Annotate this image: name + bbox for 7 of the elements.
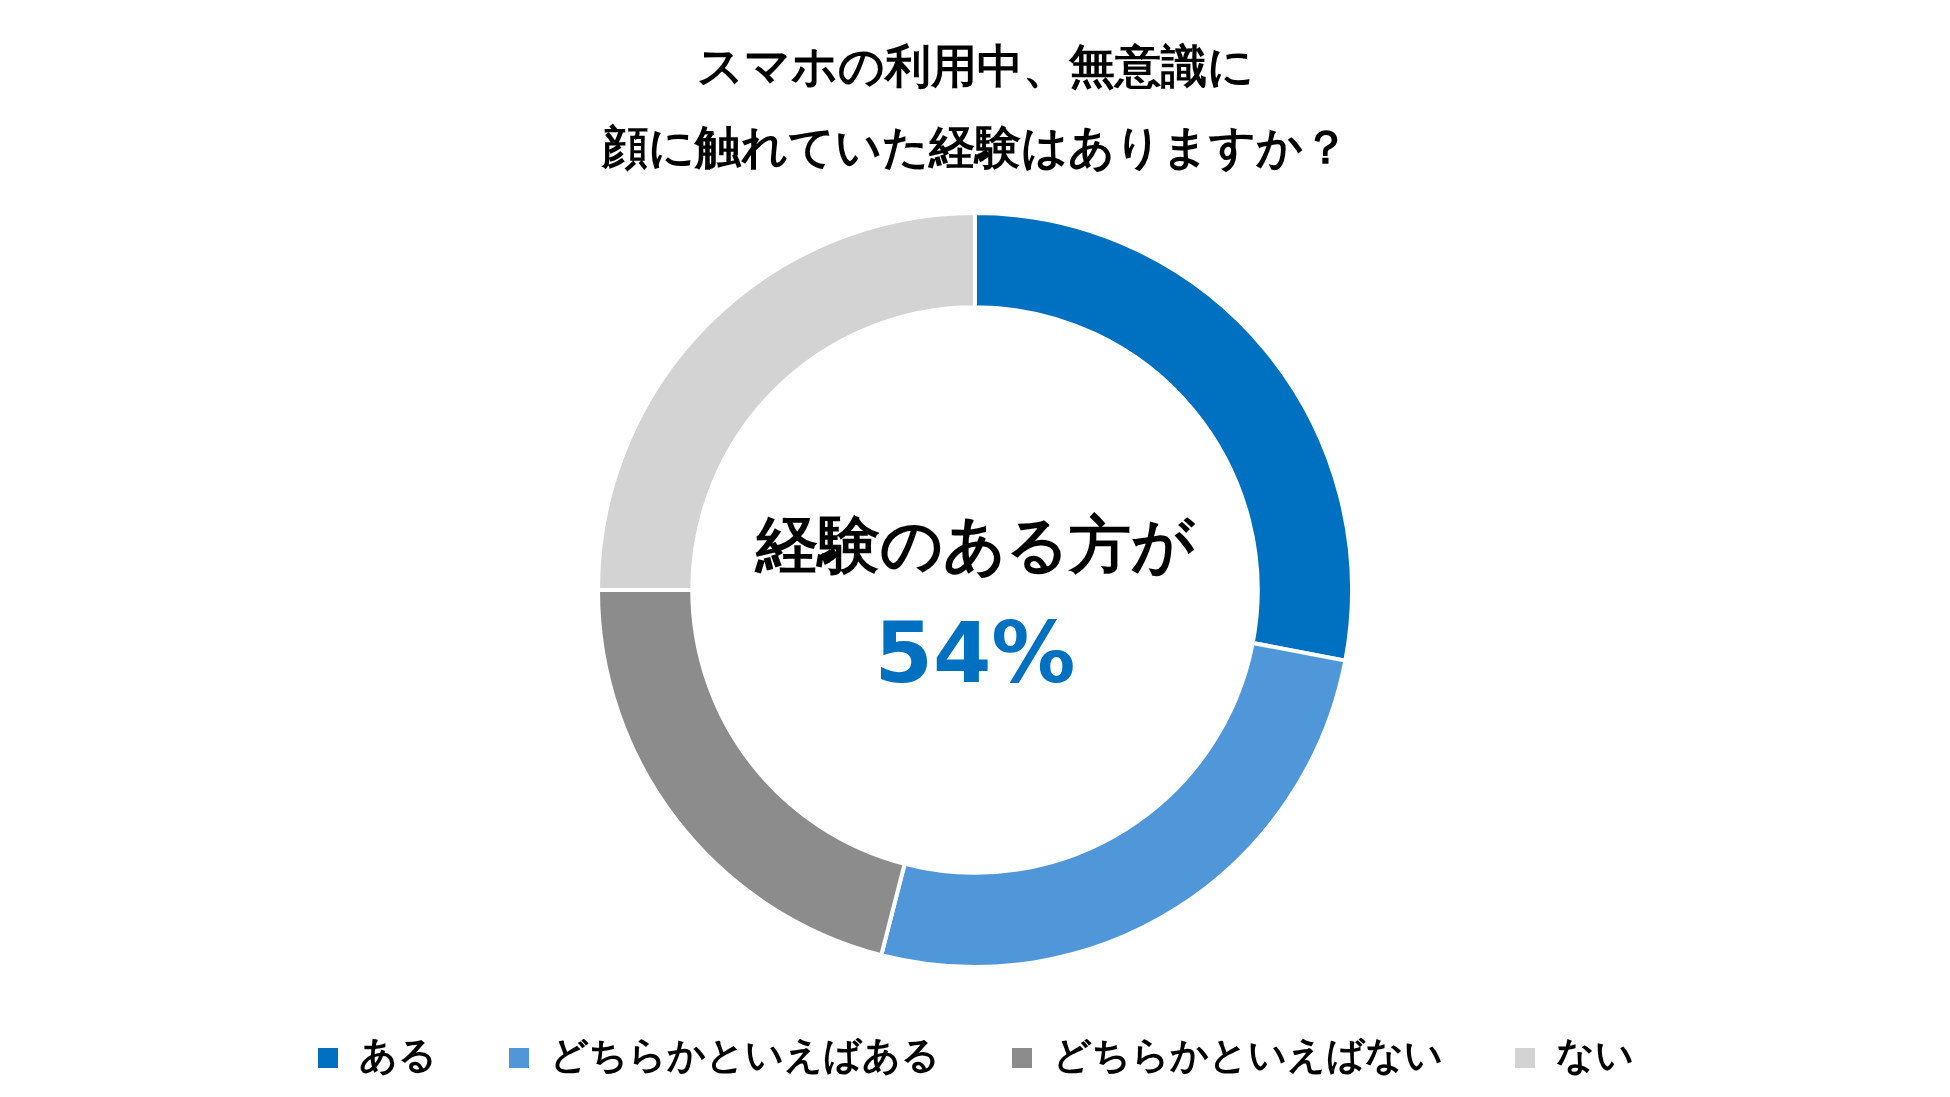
legend-label: ない [1556,1032,1634,1077]
legend-label: ある [359,1032,437,1077]
chart-title: スマホの利用中、無意識に顔に触れていた経験はありますか？ [600,39,1349,174]
text: 54% [874,603,1076,702]
legend-label: どちらかといえばない [1053,1032,1443,1077]
text: 経験のある方が [754,508,1196,582]
legend-label: どちらかといえばある [550,1032,940,1077]
